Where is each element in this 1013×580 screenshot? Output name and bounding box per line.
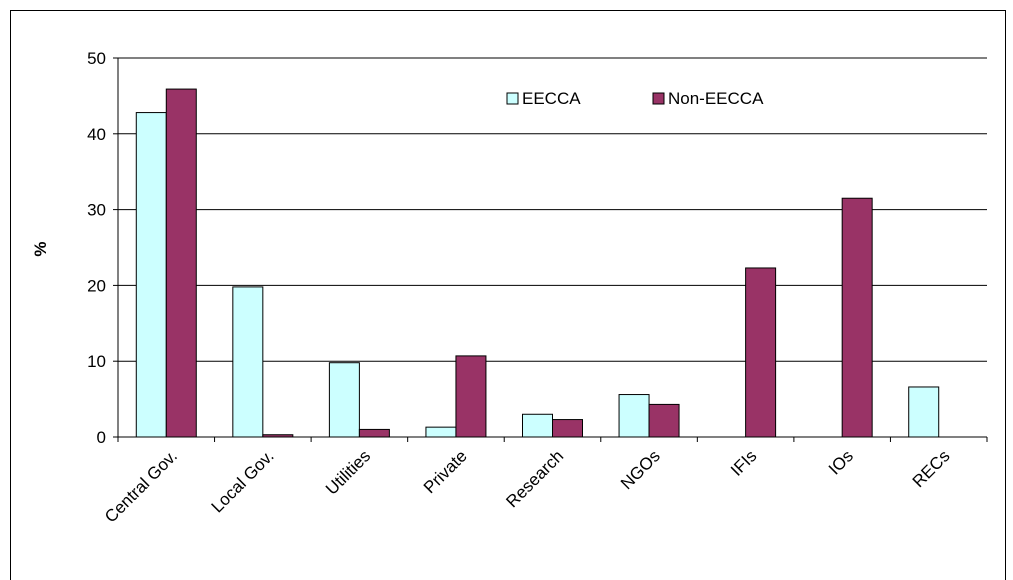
x-tick-labels: Central Gov. Local Gov. Utilities Private Re… bbox=[101, 446, 953, 526]
axes bbox=[113, 57, 988, 442]
legend-swatch bbox=[652, 92, 665, 105]
y-tick-label: 20 bbox=[87, 276, 106, 295]
x-tick-label: IOs bbox=[825, 446, 857, 478]
y-tick-labels: 0 10 20 30 40 50 bbox=[87, 49, 106, 447]
bar-non-eecca-research bbox=[552, 419, 583, 438]
x-tick-label: Local Gov. bbox=[208, 446, 278, 516]
bar-eecca-research bbox=[522, 413, 553, 438]
bar-eecca-local-gov- bbox=[232, 286, 264, 438]
x-tick-label: NGOs bbox=[617, 446, 664, 493]
y-axis-label: % bbox=[31, 241, 50, 256]
y-tick-label: 30 bbox=[87, 201, 106, 220]
x-tick-label: Utilities bbox=[322, 446, 374, 498]
x-tick-label: Central Gov. bbox=[101, 446, 181, 526]
legend-label: Non-EECCA bbox=[668, 89, 764, 108]
legend-label: EECCA bbox=[522, 89, 581, 108]
bar-eecca-central-gov- bbox=[135, 112, 167, 438]
y-tick-label: 0 bbox=[97, 428, 106, 447]
bar-eecca-recs bbox=[908, 386, 940, 438]
chart-frame bbox=[10, 10, 1006, 580]
legend-swatch bbox=[506, 92, 519, 105]
bar-non-eecca-ios bbox=[841, 197, 873, 438]
bar-non-eecca-ngos bbox=[648, 403, 680, 438]
y-tick-label: 40 bbox=[87, 125, 106, 144]
x-tick-label: RECs bbox=[909, 446, 954, 491]
x-tick-label: IFIs bbox=[727, 446, 760, 479]
bar-non-eecca-ifis bbox=[745, 267, 777, 438]
x-tick-label: Research bbox=[502, 446, 567, 511]
bar-non-eecca-utilities bbox=[358, 428, 390, 438]
bar-eecca-private bbox=[425, 426, 457, 438]
bar-eecca-utilities bbox=[328, 362, 360, 438]
bar-eecca-ngos bbox=[618, 394, 650, 438]
x-tick-label: Private bbox=[420, 446, 471, 497]
bar-non-eecca-private bbox=[455, 355, 487, 438]
y-tick-label: 10 bbox=[87, 352, 106, 371]
y-tick-label: 50 bbox=[87, 49, 106, 68]
bars bbox=[135, 88, 940, 438]
bar-non-eecca-central-gov- bbox=[165, 88, 197, 438]
legend: EECCA Non-EECCA bbox=[506, 89, 764, 108]
